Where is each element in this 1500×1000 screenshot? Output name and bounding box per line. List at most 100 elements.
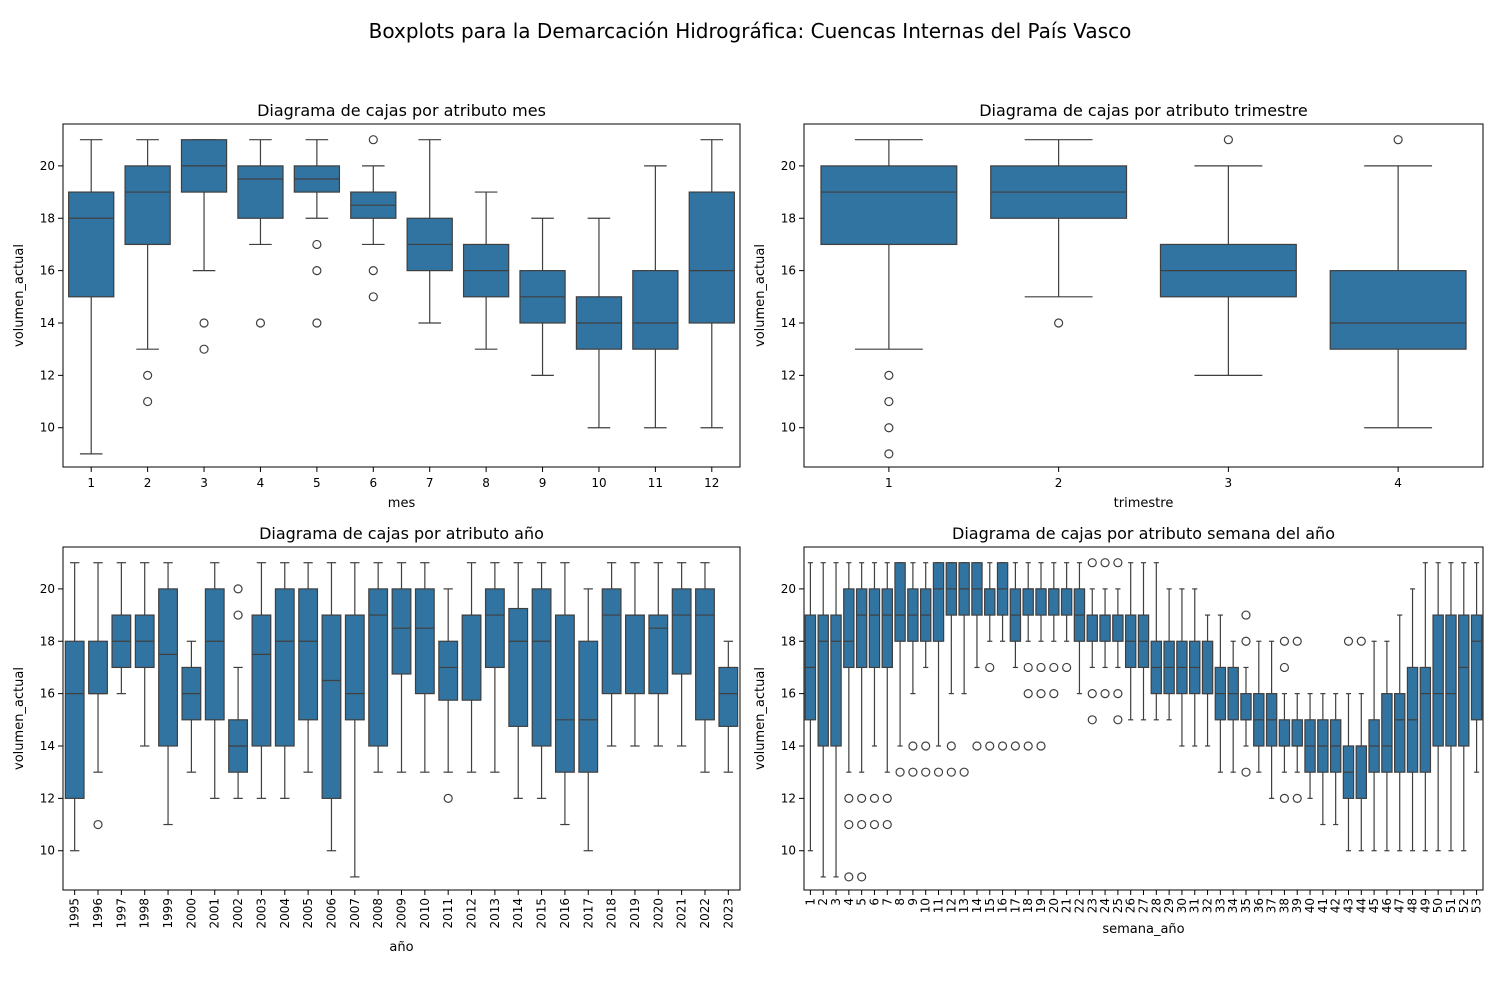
x-tick-label: 1	[885, 476, 893, 490]
box-2019	[625, 562, 645, 747]
box-1	[804, 562, 817, 852]
x-tick-label: 2006	[324, 898, 338, 929]
box-iqr	[578, 640, 599, 773]
outlier-point	[368, 135, 378, 145]
x-tick-label: 1999	[161, 898, 175, 929]
x-tick-label: 10	[919, 898, 933, 913]
y-tick-label: 12	[781, 791, 796, 805]
box-iqr	[368, 588, 389, 747]
box-iqr	[1445, 614, 1457, 747]
box-iqr	[1201, 640, 1214, 695]
box-iqr	[843, 588, 855, 669]
box-19	[1035, 562, 1047, 751]
x-tick-label: 2	[1055, 476, 1063, 490]
box-iqr	[274, 588, 295, 747]
box-iqr	[64, 640, 85, 799]
box-48	[1406, 588, 1419, 852]
box-8	[894, 562, 906, 777]
box-1996	[88, 562, 108, 830]
box-iqr	[1355, 745, 1368, 799]
box-14	[971, 562, 983, 751]
box-iqr	[554, 614, 575, 773]
outlier-point	[1279, 636, 1290, 646]
box-iqr	[855, 588, 868, 669]
outlier-point	[882, 819, 892, 830]
y-tick-label: 16	[781, 264, 796, 278]
box-18	[1022, 562, 1034, 751]
x-tick-label: 1996	[91, 898, 105, 929]
box-2004	[274, 562, 295, 799]
outlier-point	[312, 239, 322, 250]
x-tick-label: 30	[1175, 898, 1189, 913]
box-1999	[158, 562, 178, 826]
outlier-point	[921, 767, 931, 777]
box-iqr	[1458, 614, 1470, 747]
y-tick-label: 18	[40, 211, 55, 225]
x-tick-label: 2014	[511, 898, 525, 929]
y-tick-label: 18	[40, 634, 55, 648]
y-axis-label: volumen_actual	[12, 667, 27, 770]
outlier-point	[857, 793, 867, 803]
y-tick-label: 20	[781, 582, 796, 596]
x-tick-label: 36	[1252, 898, 1266, 913]
box-5	[855, 562, 868, 882]
box-iqr	[1470, 614, 1483, 721]
box-7	[406, 139, 453, 324]
outlier-point	[143, 370, 153, 380]
box-4	[843, 562, 855, 882]
box-6	[868, 562, 881, 830]
box-iqr	[124, 165, 171, 246]
box-2003	[251, 562, 272, 799]
box-53	[1470, 562, 1483, 773]
x-tick-label: 37	[1265, 898, 1279, 913]
outlier-point	[884, 396, 894, 407]
x-tick-label: 6	[369, 476, 377, 490]
box-2020	[648, 562, 669, 747]
y-tick-label: 10	[781, 421, 796, 435]
x-tick-label: 2020	[651, 898, 665, 929]
outlier-point	[255, 318, 266, 328]
x-tick-label: 2008	[371, 898, 385, 929]
outlier-point	[1343, 636, 1354, 646]
x-tick-label: 1	[803, 898, 817, 906]
x-tick-label: 33	[1213, 898, 1227, 913]
box-10	[575, 217, 623, 429]
x-tick-label: 2015	[535, 898, 549, 929]
box-3	[830, 562, 842, 878]
x-tick-label: 32	[1201, 898, 1215, 913]
chart-panel-2: Diagrama de cajas por atributo trimestre…	[753, 101, 1484, 511]
x-tick-label: 53	[1470, 898, 1484, 913]
outlier-point	[1054, 318, 1064, 328]
box-iqr	[204, 588, 225, 721]
box-2012	[461, 562, 482, 773]
x-tick-label: 43	[1341, 898, 1355, 913]
x-tick-label: 2	[144, 476, 152, 490]
x-tick-label: 2019	[628, 898, 642, 929]
box-34	[1227, 640, 1239, 773]
y-tick-label: 16	[40, 264, 55, 278]
box-iqr	[68, 191, 115, 298]
x-tick-label: 41	[1316, 898, 1330, 913]
box-iqr	[1112, 614, 1124, 642]
box-iqr	[817, 614, 829, 747]
outlier-point	[1292, 793, 1302, 803]
outlier-point	[972, 741, 982, 751]
box-2016	[554, 562, 575, 826]
x-tick-label: 8	[893, 898, 907, 906]
outlier-point	[997, 741, 1008, 751]
box-iqr	[601, 588, 622, 695]
outlier-point	[884, 449, 894, 459]
outlier-point	[869, 793, 880, 803]
x-tick-label: 19	[1034, 898, 1048, 913]
outlier-point	[844, 819, 854, 830]
y-tick-label: 14	[781, 316, 796, 330]
panels: Diagrama de cajas por atributo mes101214…	[12, 101, 1484, 955]
box-iqr	[251, 614, 272, 747]
box-2008	[368, 562, 389, 773]
box-52	[1458, 562, 1470, 852]
outlier-point	[1023, 662, 1033, 673]
y-axis-label: volumen_actual	[12, 244, 27, 347]
x-tick-label: 4	[1394, 476, 1402, 490]
x-tick-label: 15	[983, 898, 997, 913]
